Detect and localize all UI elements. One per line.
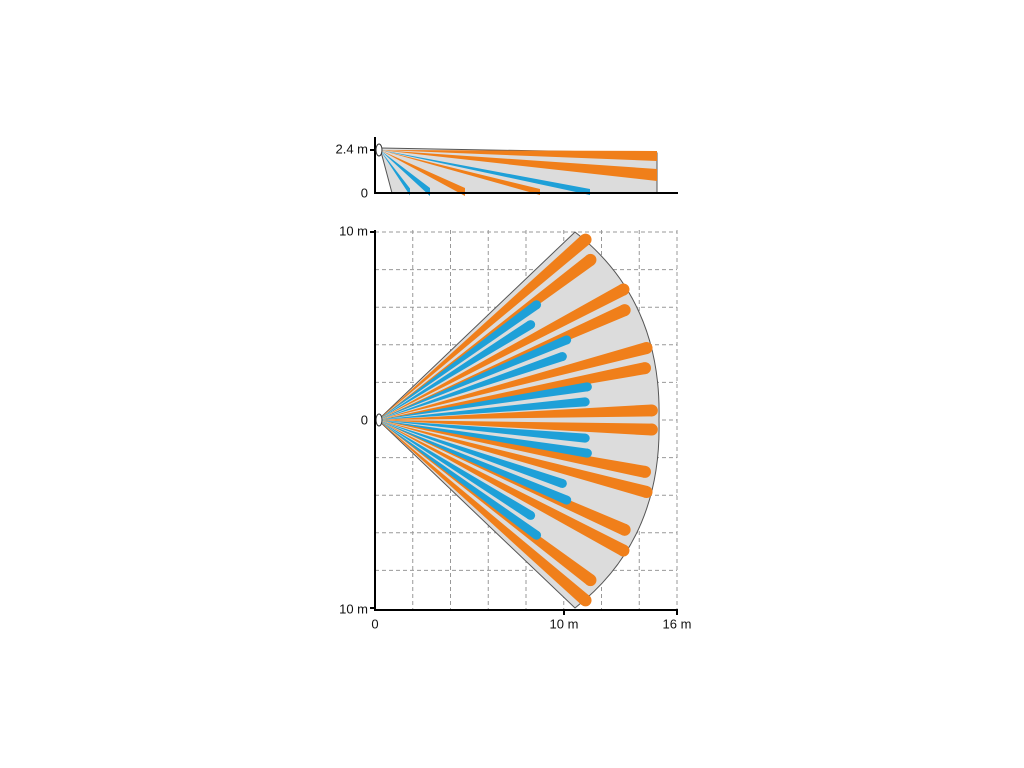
beam: [378, 420, 653, 436]
y-bottom-label: 10 m: [339, 601, 368, 616]
beam-end: [639, 465, 652, 478]
beam-end: [582, 382, 592, 392]
beam: [378, 420, 628, 536]
beam: [378, 255, 595, 420]
beam: [378, 382, 589, 420]
beam: [378, 397, 586, 420]
beam-end: [640, 485, 653, 498]
beam: [378, 362, 647, 420]
beam-end: [617, 544, 630, 557]
beam: [378, 420, 540, 539]
beam-end: [579, 233, 592, 246]
sensor: [375, 143, 383, 157]
beam: [378, 420, 590, 605]
side-y-top-label: 2.4 m: [335, 141, 368, 156]
beam: [380, 150, 540, 195]
beam-end: [618, 523, 631, 536]
beam: [378, 304, 628, 420]
beam-end: [557, 352, 567, 362]
beam: [380, 150, 657, 181]
beam: [378, 420, 649, 498]
beam: [378, 235, 590, 420]
beam-end: [562, 335, 572, 345]
beam: [378, 420, 627, 556]
beam-end: [580, 397, 590, 407]
side-view: [379, 147, 658, 196]
beams: [378, 233, 658, 607]
beam: [378, 420, 595, 585]
beam-end: [645, 423, 658, 436]
beam: [378, 404, 653, 420]
x-end-label: 16 m: [663, 616, 692, 631]
beam-end: [584, 574, 597, 587]
beam-end: [582, 448, 592, 458]
beam: [378, 420, 589, 458]
beam: [378, 352, 564, 420]
beam-end: [562, 495, 572, 505]
beam-end: [532, 300, 542, 310]
beam: [378, 342, 649, 420]
beam-end: [617, 283, 630, 296]
beam-end: [526, 320, 536, 330]
beam-end: [584, 253, 597, 266]
beam: [378, 420, 564, 488]
beam-end: [526, 510, 536, 520]
beam: [378, 335, 569, 420]
side-y-zero-label: 0: [361, 185, 368, 200]
x-zero-label: 0: [371, 616, 378, 631]
beam-end: [640, 342, 653, 355]
beam: [378, 284, 627, 420]
x-mid-label: 10 m: [550, 616, 579, 631]
beam: [378, 301, 540, 420]
beam: [378, 420, 534, 520]
beam-end: [532, 530, 542, 540]
beam-end: [580, 433, 590, 443]
beam-end: [579, 594, 592, 607]
beam: [380, 150, 657, 161]
sensor: [375, 413, 383, 427]
y-zero-label: 0: [361, 412, 368, 427]
beam: [378, 320, 534, 420]
beam: [380, 150, 410, 196]
beam: [378, 420, 647, 478]
beam-end: [618, 304, 631, 317]
beam-end: [639, 362, 652, 375]
beam: [380, 150, 465, 196]
beam-end: [645, 404, 658, 417]
beam: [378, 420, 586, 443]
y-top-label: 10 m: [339, 223, 368, 238]
beam-end: [557, 478, 567, 488]
beam: [380, 150, 590, 195]
beam: [380, 150, 430, 196]
beam: [378, 420, 569, 505]
